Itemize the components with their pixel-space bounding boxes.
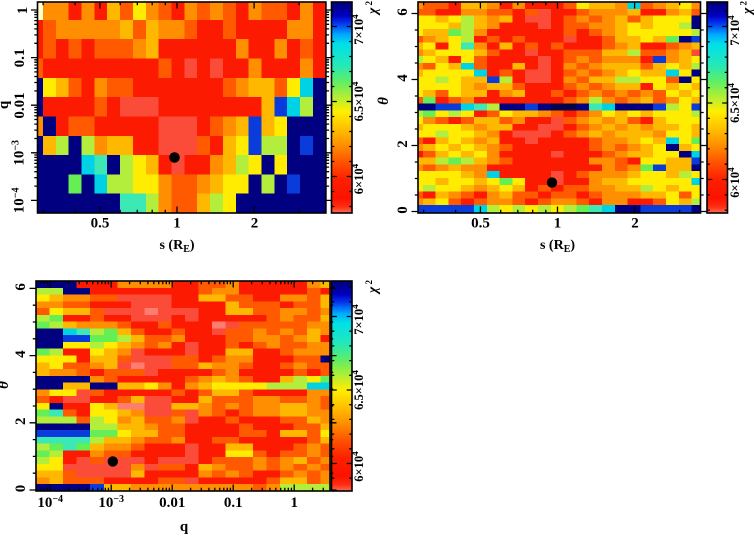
svg-text:4: 4: [395, 74, 411, 82]
svg-text:10−4: 10−4: [11, 188, 28, 214]
svg-text:6×104: 6×104: [350, 451, 366, 482]
svg-text:1: 1: [173, 216, 181, 232]
svg-text:6×104: 6×104: [350, 163, 366, 194]
svg-text:s (RE): s (RE): [540, 238, 575, 255]
svg-text:0.01: 0.01: [12, 92, 28, 118]
svg-text:2: 2: [251, 216, 259, 232]
svg-text:6: 6: [13, 283, 29, 291]
svg-text:θ: θ: [0, 381, 12, 389]
svg-text:0.5: 0.5: [471, 216, 490, 232]
svg-text:10−3: 10−3: [98, 494, 124, 511]
svg-text:2: 2: [13, 418, 29, 426]
svg-text:χ 2: χ 2: [364, 279, 380, 295]
svg-text:2: 2: [395, 140, 411, 148]
svg-text:0.1: 0.1: [12, 49, 28, 68]
svg-text:6×104: 6×104: [726, 167, 742, 198]
svg-text:s (RE): s (RE): [159, 238, 194, 255]
svg-text:10−4: 10−4: [37, 494, 63, 511]
svg-text:0: 0: [395, 206, 411, 214]
svg-text:χ 2: χ 2: [364, 0, 380, 16]
svg-text:6: 6: [395, 8, 411, 16]
svg-text:0: 0: [13, 485, 29, 493]
svg-text:χ 2: χ 2: [739, 0, 754, 16]
svg-text:7×104: 7×104: [726, 15, 742, 46]
svg-text:0.1: 0.1: [224, 495, 243, 511]
svg-text:10−3: 10−3: [11, 140, 28, 166]
svg-text:4: 4: [13, 350, 29, 358]
svg-text:1: 1: [290, 495, 298, 511]
svg-text:6.5×104: 6.5×104: [726, 83, 742, 123]
svg-text:0.01: 0.01: [159, 495, 185, 511]
svg-text:0.5: 0.5: [91, 216, 110, 232]
svg-text:7×104: 7×104: [350, 14, 366, 45]
svg-text:q: q: [0, 100, 12, 109]
svg-text:7×104: 7×104: [350, 304, 366, 335]
svg-text:θ: θ: [376, 97, 392, 105]
svg-text:6.5×104: 6.5×104: [350, 370, 366, 410]
svg-text:2: 2: [631, 216, 639, 232]
svg-text:1: 1: [554, 216, 562, 232]
svg-text:q: q: [180, 519, 189, 535]
svg-text:6.5×104: 6.5×104: [350, 81, 366, 121]
svg-text:1: 1: [15, 7, 31, 15]
